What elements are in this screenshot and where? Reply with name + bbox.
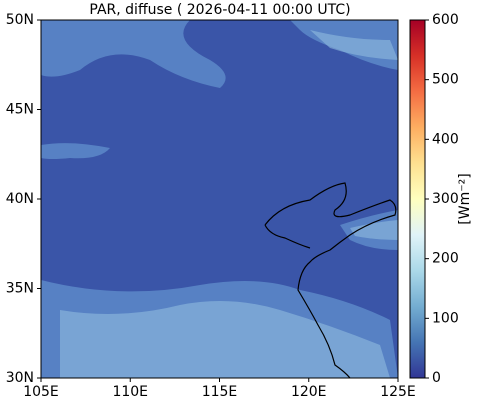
colorbar-tick-label: 300 — [432, 191, 459, 207]
y-tick-label: 50N — [6, 12, 34, 28]
y-tick-label: 35N — [6, 281, 34, 297]
colorbar-tick-label: 200 — [432, 251, 459, 267]
y-tick-label: 45N — [6, 102, 34, 118]
colorbar-tick-label: 400 — [432, 131, 459, 147]
colorbar-label: [Wm⁻²] — [457, 173, 473, 224]
colorbar — [409, 19, 426, 379]
x-tick-label: 125E — [380, 384, 416, 400]
y-tick-label: 30N — [6, 370, 34, 386]
chart-title: PAR, diffuse ( 2026-04-11 00:00 UTC) — [89, 2, 350, 18]
colorbar-tick-label: 500 — [432, 72, 459, 88]
x-tick-label: 120E — [291, 384, 327, 400]
x-tick-label: 110E — [112, 384, 148, 400]
x-tick-label: 105E — [23, 384, 59, 400]
x-tick-label: 115E — [202, 384, 238, 400]
y-tick-label: 40N — [6, 191, 34, 207]
map-field — [41, 20, 398, 378]
colorbar-tick-label: 0 — [432, 370, 441, 386]
colorbar-tick-label: 600 — [432, 12, 459, 28]
colorbar-tick-label: 100 — [432, 310, 459, 326]
